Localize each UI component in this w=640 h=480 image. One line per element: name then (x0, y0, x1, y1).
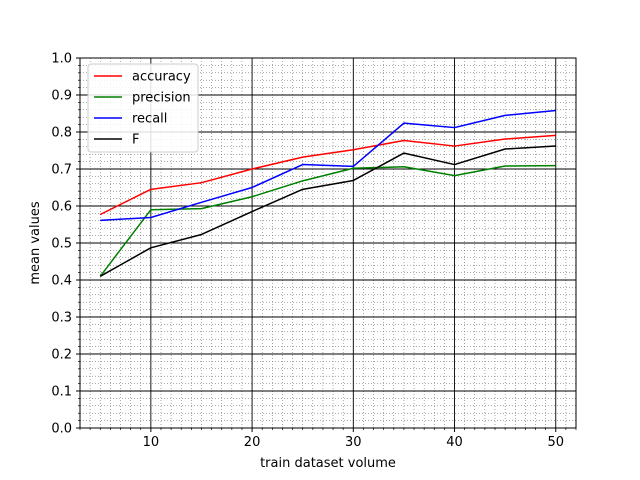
x-tick-label: 30 (345, 435, 362, 450)
x-tick-label: 10 (143, 435, 160, 450)
series-line-accuracy (99, 134, 556, 216)
legend-label-accuracy: accuracy (132, 70, 191, 85)
y-tick-label: 1.0 (51, 52, 72, 67)
axis-ticks (76, 57, 577, 432)
series-line-f (99, 145, 556, 277)
y-tick-label: 0.0 (51, 422, 72, 437)
tick-labels: 10 20 30 40 50 0.0 0.1 0.2 0.3 0.4 0.5 0.6 0.7 0.8 0.9… (51, 52, 564, 451)
legend-label-f: F (132, 133, 139, 148)
y-tick-label: 0.5 (51, 237, 72, 252)
y-tick-label: 0.6 (51, 200, 72, 215)
series-line-recall (100, 109, 556, 222)
y-tick-label: 0.3 (51, 311, 72, 326)
series-layer (99, 109, 556, 277)
y-tick-label: 0.4 (51, 274, 72, 289)
y-tick-label: 0.9 (51, 89, 72, 104)
y-tick-label: 0.7 (51, 163, 72, 178)
series-line-precision (99, 164, 556, 277)
y-tick-label: 0.8 (51, 126, 72, 141)
x-tick-label: 40 (446, 435, 463, 450)
legend: accuracy precision recall F (87, 63, 199, 153)
x-tick-label: 20 (244, 435, 261, 450)
y-tick-label: 0.2 (51, 348, 72, 363)
x-axis-label: train dataset volume (260, 456, 396, 471)
y-axis-label: mean values (28, 201, 43, 285)
legend-label-precision: precision (132, 91, 191, 106)
legend-label-recall: recall (132, 112, 167, 127)
y-tick-label: 0.1 (51, 385, 72, 400)
x-tick-label: 50 (547, 435, 564, 450)
legend-box (87, 63, 199, 153)
